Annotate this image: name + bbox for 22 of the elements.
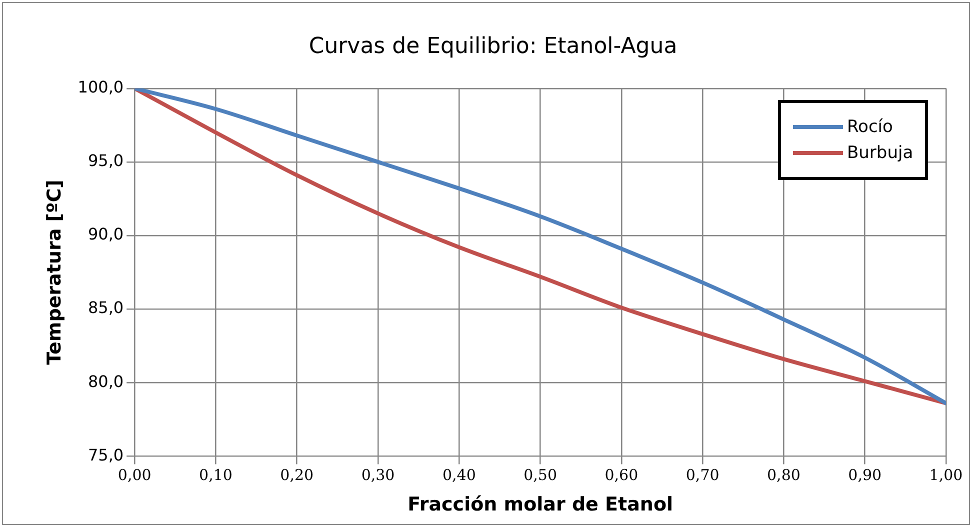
x-tick-label: 0,80 [767,466,800,484]
y-tick-label: 75,0 [88,445,124,464]
y-axis-title: Temperatura [ºC] [43,180,66,365]
x-tick-label: 0,20 [280,466,314,484]
chart-title: Curvas de Equilibrio: Etanol-Agua [308,34,678,59]
legend-label: Burbuja [847,143,914,164]
x-tick-label: 0,30 [361,466,395,484]
x-tick-label: 0,90 [848,466,882,484]
y-tick-label: 90,0 [88,224,124,244]
x-axis-title: Fracción molar de Etanol [408,494,674,516]
x-tick-label: 0,50 [524,466,558,484]
y-tick-label: 85,0 [88,298,124,318]
x-tick-label: 0,10 [199,466,232,484]
y-tick-label: 100,0 [78,78,124,97]
y-tick-label: 95,0 [88,151,124,170]
x-tick-label: 1,00 [929,466,963,484]
legend-label: Rocío [847,117,893,138]
x-tick-label: 0,40 [442,466,476,484]
y-tick-label: 80,0 [88,372,124,391]
x-tick-label: 0,70 [686,466,720,484]
x-tick-label: 0,00 [118,466,152,484]
x-tick-label: 0,60 [604,466,638,484]
